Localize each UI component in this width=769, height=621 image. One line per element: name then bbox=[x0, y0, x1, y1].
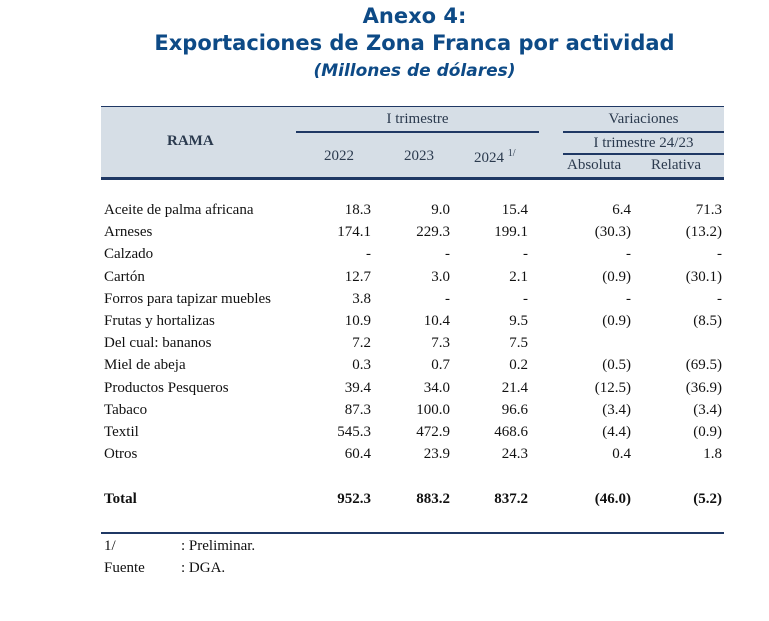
table-row-v2024: 21.4 bbox=[501, 379, 528, 396]
table-row-v2023: 3.0 bbox=[431, 268, 450, 285]
year-2024-label: 2024 bbox=[474, 150, 504, 166]
header-absolute: Absoluta bbox=[567, 157, 622, 173]
year-note: 1/ bbox=[507, 148, 516, 159]
table-row-label: Otros bbox=[104, 446, 138, 463]
table-row-v2023: 472.9 bbox=[416, 424, 450, 440]
header-variations: Variaciones bbox=[608, 111, 679, 127]
table-row-v2023: 9.0 bbox=[431, 202, 450, 218]
table-row-label: Forros para tapizar muebles bbox=[104, 290, 272, 307]
table-row-abs: - bbox=[626, 246, 631, 263]
units-subtitle: (Millones de dólares) bbox=[313, 61, 516, 81]
table-row-v2024: 9.5 bbox=[509, 313, 528, 329]
table-row-v2024: 96.6 bbox=[501, 401, 528, 418]
table-row-v2024: 468.6 bbox=[494, 424, 528, 440]
total-row-v2024: 837.2 bbox=[494, 491, 528, 507]
table-row-v2023: 10.4 bbox=[423, 313, 450, 329]
table-row-rel: (69.5) bbox=[685, 357, 722, 374]
table-bottom-rule bbox=[101, 532, 724, 534]
table-row-rel: (3.4) bbox=[693, 401, 722, 418]
table-row-v2022: 0.3 bbox=[352, 357, 371, 374]
header-rama: RAMA bbox=[167, 133, 214, 149]
table-row-abs: 0.4 bbox=[612, 446, 631, 463]
table-row-v2022: - bbox=[366, 246, 371, 263]
table-row-v2023: 7.3 bbox=[431, 335, 450, 352]
table-row-v2023: 0.7 bbox=[431, 357, 450, 374]
table-row-label: Miel de abeja bbox=[104, 357, 186, 374]
table-row-abs: (0.9) bbox=[602, 268, 631, 285]
table-row-v2022: 39.4 bbox=[344, 379, 371, 396]
table-row-label: Productos Pesqueros bbox=[104, 379, 229, 396]
table-row-v2024: - bbox=[523, 246, 528, 263]
table-row-label: Tabaco bbox=[104, 401, 148, 418]
table-row-rel: - bbox=[717, 290, 722, 307]
table-row-label: Textil bbox=[104, 424, 139, 440]
table-row-rel: (30.1) bbox=[685, 268, 722, 285]
table-row-v2023: 229.3 bbox=[416, 224, 450, 241]
header-divider bbox=[563, 153, 724, 155]
table-header bbox=[101, 106, 724, 180]
table-row-abs: (12.5) bbox=[594, 379, 631, 396]
table-row-v2022: 3.8 bbox=[352, 290, 371, 307]
total-row-v2023: 883.2 bbox=[416, 491, 450, 507]
table-row-v2022: 10.9 bbox=[344, 313, 371, 329]
header-variations-sub: I trimestre 24/23 bbox=[593, 135, 694, 151]
table-row-v2023: 34.0 bbox=[423, 379, 450, 396]
table-row-v2024: 7.5 bbox=[509, 335, 528, 352]
table-row-label: Del cual: bananos bbox=[104, 335, 212, 352]
header-relative: Relativa bbox=[651, 157, 701, 173]
table-row-v2024: 0.2 bbox=[509, 357, 528, 374]
total-row-rel: (5.2) bbox=[693, 491, 722, 507]
footnote-text: : DGA. bbox=[181, 560, 226, 576]
table-row-v2024: - bbox=[523, 290, 528, 307]
table-row-v2022: 87.3 bbox=[344, 401, 371, 418]
table-row-abs: (0.9) bbox=[602, 313, 631, 329]
table-row-v2022: 12.7 bbox=[344, 268, 371, 285]
page-title: Exportaciones de Zona Franca por activid… bbox=[154, 31, 675, 55]
header-period: I trimestre bbox=[386, 111, 449, 127]
table-row-abs: (30.3) bbox=[594, 224, 631, 241]
table-row-v2023: 23.9 bbox=[423, 446, 450, 463]
total-row-label: Total bbox=[104, 491, 137, 507]
table-row-v2022: 174.1 bbox=[337, 224, 371, 241]
table-row-rel: - bbox=[717, 246, 722, 263]
table-row-abs: (4.4) bbox=[602, 424, 631, 440]
table-row-v2024: 24.3 bbox=[501, 446, 528, 463]
footnote-text: : Preliminar. bbox=[181, 538, 256, 554]
header-divider bbox=[563, 131, 724, 133]
header-year-2024: 2024 1/ bbox=[474, 148, 516, 167]
total-row-abs: (46.0) bbox=[594, 491, 631, 507]
total-row-v2022: 952.3 bbox=[337, 491, 371, 507]
table-row-label: Frutas y hortalizas bbox=[104, 313, 215, 329]
table-row-v2022: 545.3 bbox=[337, 424, 371, 440]
table-row-v2023: - bbox=[445, 246, 450, 263]
table-row-v2022: 7.2 bbox=[352, 335, 371, 352]
table-row-v2024: 2.1 bbox=[509, 268, 528, 285]
table-row-v2023: - bbox=[445, 290, 450, 307]
table-row-abs: (0.5) bbox=[602, 357, 631, 374]
table-row-v2022: 18.3 bbox=[344, 202, 371, 218]
table-row-abs: - bbox=[626, 290, 631, 307]
header-year-2022: 2022 bbox=[324, 148, 354, 164]
table-row-abs: (3.4) bbox=[602, 401, 631, 418]
table-row-v2024: 15.4 bbox=[501, 202, 528, 218]
table-row-v2023: 100.0 bbox=[416, 401, 450, 418]
table-row-label: Cartón bbox=[104, 268, 145, 285]
annex-number: Anexo 4: bbox=[362, 4, 467, 28]
footnote-key: Fuente bbox=[104, 560, 145, 576]
table-row-rel: (0.9) bbox=[693, 424, 722, 440]
table-row-label: Aceite de palma africana bbox=[104, 202, 254, 218]
table-row-v2024: 199.1 bbox=[494, 224, 528, 241]
table-row-v2022: 60.4 bbox=[344, 446, 371, 463]
table-row-rel: 1.8 bbox=[703, 446, 722, 463]
table-row-rel: (13.2) bbox=[685, 224, 722, 241]
table-row-rel: (36.9) bbox=[685, 379, 722, 396]
table-row-label: Arneses bbox=[104, 224, 153, 241]
table-row-abs: 6.4 bbox=[612, 202, 631, 218]
footnote-key: 1/ bbox=[104, 538, 116, 554]
table-row-rel: 71.3 bbox=[695, 202, 722, 218]
header-year-2023: 2023 bbox=[404, 148, 434, 164]
table-row-rel: (8.5) bbox=[693, 313, 722, 329]
header-divider bbox=[296, 131, 539, 133]
table-row-label: Calzado bbox=[104, 246, 154, 263]
